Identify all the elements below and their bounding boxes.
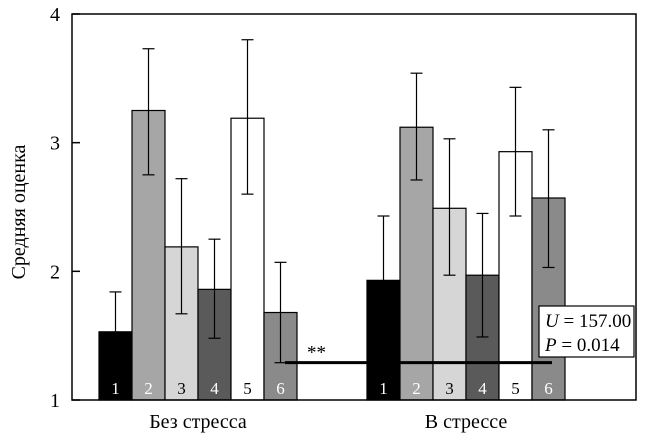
plot-frame	[71, 13, 637, 401]
bar-number-labels: 1 2 3 4 5 6 1 2 3 4 5 6	[111, 379, 553, 398]
bar-number: 5	[511, 379, 520, 398]
bar-number: 2	[144, 379, 153, 398]
bar-number: 3	[445, 379, 454, 398]
bar-number: 1	[111, 379, 120, 398]
bar	[230, 117, 265, 401]
group-label: В стрессе	[425, 411, 508, 433]
group-labels: Без стресса В стрессе	[149, 411, 507, 433]
group-label: Без стресса	[149, 411, 247, 433]
bar-number: 6	[544, 379, 553, 398]
bar-number: 1	[379, 379, 388, 398]
bars-layer	[98, 109, 566, 401]
y-tick-label: 2	[50, 261, 60, 283]
stat-box	[538, 305, 635, 358]
bar-number: 2	[412, 379, 421, 398]
bar-number: 4	[210, 379, 219, 398]
error-bars-layer	[109, 39, 555, 373]
y-tick-label: 3	[50, 133, 60, 155]
y-axis-ticks: 1 2 3 4	[50, 4, 80, 412]
stat-u-text: U = 157.00	[545, 311, 631, 332]
bar-number: 4	[478, 379, 487, 398]
stat-p-text: P = 0.014	[544, 335, 620, 356]
bar-number: 3	[177, 379, 186, 398]
bar-number: 5	[243, 379, 252, 398]
y-tick-label: 4	[50, 4, 60, 26]
y-axis-label: Средняя оценка	[8, 144, 30, 279]
y-tick-label: 1	[50, 390, 60, 412]
bar-number: 6	[276, 379, 285, 398]
significance-label: **	[307, 343, 326, 364]
